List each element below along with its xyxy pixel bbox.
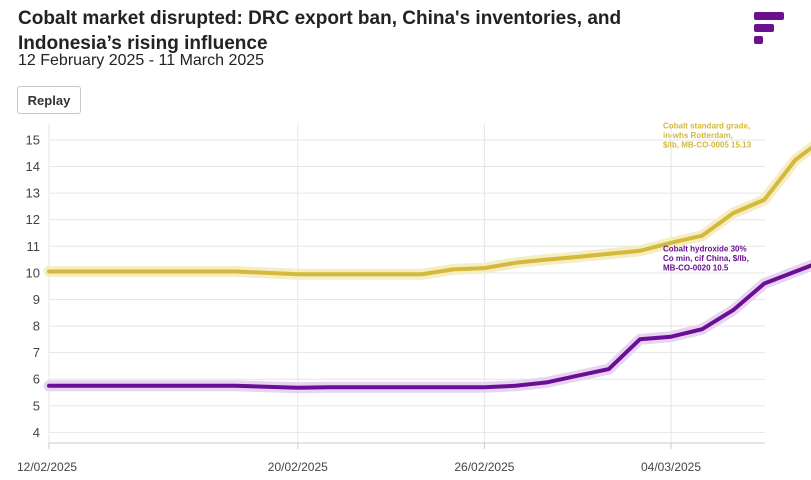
y-tick-label: 8: [33, 319, 40, 334]
x-tick-label: 20/02/2025: [268, 460, 328, 474]
x-tick-label: 04/03/2025: [641, 460, 701, 474]
series-end-label: Cobalt standard grade,in-whs Rotterdam,$…: [663, 121, 752, 149]
series-line: [47, 263, 811, 390]
y-tick-label: 6: [33, 372, 40, 387]
logo-bar-top: [754, 12, 784, 20]
axis-layer: 4 5 6 7 8 9 10 11 12 13 14 15 12/02/2025 20/02/2025 26…: [17, 132, 765, 474]
y-tick-label: 13: [26, 186, 40, 201]
series-end-label: Cobalt hydroxide 30%Co min, cif China, $…: [663, 245, 749, 273]
series-standard-grade: [43, 141, 811, 280]
series-line: [47, 145, 811, 277]
replay-button[interactable]: Replay: [17, 86, 81, 114]
chart-subtitle: 12 February 2025 - 11 March 2025: [18, 52, 265, 69]
y-tick-label: 12: [26, 212, 40, 227]
y-tick-label: 15: [26, 132, 40, 147]
y-tick-label: 11: [27, 239, 41, 254]
x-tick-label: 26/02/2025: [454, 460, 514, 474]
y-tick-label: 7: [33, 345, 40, 360]
logo-bar-middle: [754, 24, 774, 32]
y-tick-label: 9: [33, 292, 40, 307]
chart-title: Cobalt market disrupted: DRC export ban,…: [18, 8, 622, 54]
series-end-label-line: $/lb, MB-CO-0005 15.13: [663, 140, 752, 149]
label-layer: Cobalt standard grade,in-whs Rotterdam,$…: [663, 121, 752, 272]
series-end-label-line: Cobalt standard grade,: [663, 121, 750, 130]
series-halo: [43, 259, 811, 394]
series-end-label-line: in-whs Rotterdam,: [663, 131, 733, 140]
series-end-label-line: MB-CO-0020 10.5: [663, 264, 729, 273]
x-tick-label: 12/02/2025: [17, 460, 77, 474]
logo-bar-bottom: [754, 36, 763, 44]
y-tick-label: 5: [33, 398, 40, 413]
series-hydroxide: [43, 259, 811, 394]
y-tick-label: 4: [33, 425, 40, 440]
series-end-label-line: Co min, cif China, $/lb,: [663, 254, 749, 263]
y-tick-label: 14: [26, 159, 40, 174]
series-end-label-line: Cobalt hydroxide 30%: [663, 245, 747, 254]
series-layer: [43, 141, 811, 394]
y-tick-label: 10: [26, 265, 40, 280]
fastmarkets-logo-icon: [754, 12, 784, 44]
grid-layer: [48, 124, 765, 443]
